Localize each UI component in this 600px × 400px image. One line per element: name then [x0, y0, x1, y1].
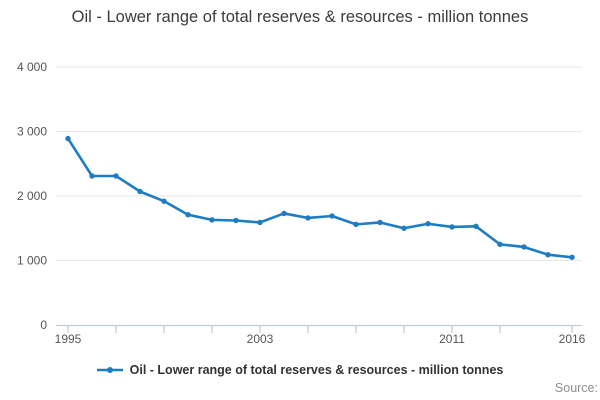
data-point — [569, 254, 575, 260]
x-tick-label: 1995 — [55, 332, 82, 346]
data-point — [161, 198, 167, 204]
data-point — [209, 217, 215, 223]
data-point — [497, 241, 503, 248]
data-point — [257, 219, 263, 226]
data-point — [449, 224, 455, 230]
data-point — [113, 173, 119, 179]
data-point — [185, 212, 191, 218]
data-point — [401, 225, 407, 231]
legend: Oil - Lower range of total reserves & re… — [0, 363, 600, 377]
data-point — [281, 210, 287, 217]
y-tick-label: 0 — [40, 318, 47, 332]
data-point — [89, 173, 95, 179]
data-point — [329, 213, 335, 219]
y-tick-label: 1 000 — [17, 254, 47, 268]
data-point — [233, 217, 239, 224]
data-point — [545, 251, 551, 258]
data-point — [353, 221, 359, 228]
data-point — [137, 188, 143, 195]
chart-title: Oil - Lower range of total reserves & re… — [71, 8, 529, 26]
data-point — [473, 223, 479, 230]
data-line — [66, 137, 574, 259]
x-tick-label: 2016 — [559, 332, 586, 346]
x-tick-label: 2011 — [439, 332, 465, 346]
source-label: Source: — [554, 381, 598, 395]
legend-label: Oil - Lower range of total reserves & re… — [129, 363, 504, 377]
y-tick-label: 3 000 — [17, 125, 47, 139]
data-point — [425, 221, 431, 227]
data-point — [521, 244, 527, 250]
y-tick-label: 4 000 — [17, 60, 47, 74]
data-point — [377, 219, 383, 226]
legend-line-marker-icon — [96, 367, 123, 373]
x-tick-label: 2003 — [247, 332, 274, 346]
y-tick-label: 2 000 — [17, 189, 47, 203]
data-point — [65, 135, 71, 142]
data-point — [305, 215, 311, 221]
